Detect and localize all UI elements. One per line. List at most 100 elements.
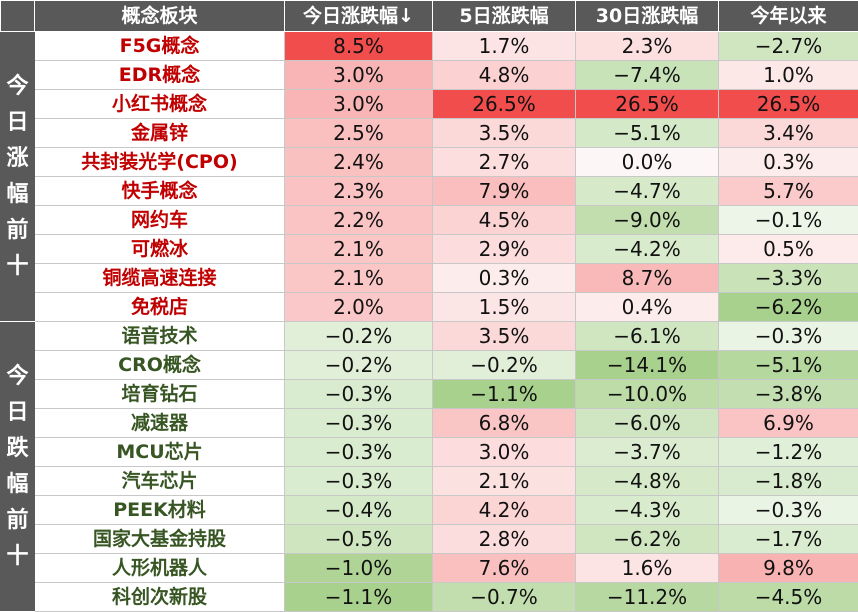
value-cell: 2.3% [285,177,433,206]
concept-name-cell: 铜缆高速连接 [35,264,285,293]
table-row[interactable]: 共封装光学(CPO)2.4%2.7%0.0%0.3% [1,148,858,177]
concept-name-cell: 汽车芯片 [35,467,285,496]
header-corner [1,1,35,32]
value-cell: −0.3% [285,380,433,409]
table-row[interactable]: 培育钻石−0.3%−1.1%−10.0%−3.8% [1,380,858,409]
table-row[interactable]: 国家大基金持股−0.5%2.8%−6.2%−1.7% [1,525,858,554]
value-cell: −0.7% [433,583,576,612]
value-cell: −10.0% [576,380,719,409]
value-cell: 2.5% [285,119,433,148]
concept-name-cell: 国家大基金持股 [35,525,285,554]
value-cell: −11.2% [576,583,719,612]
header-ytd-change[interactable]: 今年以来 [719,1,858,32]
value-cell: −0.5% [285,525,433,554]
value-cell: 4.8% [433,61,576,90]
concept-name-cell: 免税店 [35,293,285,322]
value-cell: −4.5% [719,583,858,612]
concept-name-cell: 可燃冰 [35,235,285,264]
value-cell: 0.3% [433,264,576,293]
table-row[interactable]: 汽车芯片−0.3%2.1%−4.8%−1.8% [1,467,858,496]
table-row[interactable]: 人形机器人−1.0%7.6%1.6%9.8% [1,554,858,583]
header-row: 概念板块 今日涨跌幅↓ 5日涨跌幅 30日涨跌幅 今年以来 [1,1,858,32]
group-label-top-losers: 今日跌幅前十 [1,322,35,612]
concept-name-cell: MCU芯片 [35,438,285,467]
table-row[interactable]: 减速器−0.3%6.8%−6.0%6.9% [1,409,858,438]
header-30day-change[interactable]: 30日涨跌幅 [576,1,719,32]
table-row[interactable]: 科创次新股−1.1%−0.7%−11.2%−4.5% [1,583,858,612]
value-cell: 2.7% [433,148,576,177]
value-cell: −0.1% [719,206,858,235]
value-cell: 4.5% [433,206,576,235]
value-cell: −3.3% [719,264,858,293]
value-cell: 2.1% [285,235,433,264]
value-cell: 26.5% [433,90,576,119]
value-cell: −4.3% [576,496,719,525]
value-cell: −1.1% [285,583,433,612]
value-cell: −3.8% [719,380,858,409]
value-cell: 3.5% [433,119,576,148]
concept-name-cell: 科创次新股 [35,583,285,612]
concept-name-cell: 语音技术 [35,322,285,351]
concept-name-cell: 人形机器人 [35,554,285,583]
value-cell: 26.5% [576,90,719,119]
concept-name-cell: 网约车 [35,206,285,235]
value-cell: −0.3% [285,409,433,438]
value-cell: 3.0% [433,438,576,467]
concept-name-cell: 小红书概念 [35,90,285,119]
value-cell: 1.5% [433,293,576,322]
value-cell: 1.7% [433,32,576,61]
concept-name-cell: 快手概念 [35,177,285,206]
header-5day-change[interactable]: 5日涨跌幅 [433,1,576,32]
value-cell: −5.1% [719,351,858,380]
value-cell: −4.8% [576,467,719,496]
value-cell: −4.7% [576,177,719,206]
table-row[interactable]: 今日跌幅前十语音技术−0.2%3.5%−6.1%−0.3% [1,322,858,351]
value-cell: −9.0% [576,206,719,235]
value-cell: 2.0% [285,293,433,322]
value-cell: 0.4% [576,293,719,322]
value-cell: 5.7% [719,177,858,206]
value-cell: −14.1% [576,351,719,380]
concept-name-cell: EDR概念 [35,61,285,90]
value-cell: 9.8% [719,554,858,583]
value-cell: 26.5% [719,90,858,119]
value-cell: 2.3% [576,32,719,61]
value-cell: 6.8% [433,409,576,438]
value-cell: −1.2% [719,438,858,467]
value-cell: 2.8% [433,525,576,554]
value-cell: 3.0% [285,90,433,119]
table-row[interactable]: MCU芯片−0.3%3.0%−3.7%−1.2% [1,438,858,467]
table-row[interactable]: PEEK材料−0.4%4.2%−4.3%−0.3% [1,496,858,525]
value-cell: −0.2% [285,322,433,351]
value-cell: 2.1% [285,264,433,293]
value-cell: 8.7% [576,264,719,293]
value-cell: −0.2% [433,351,576,380]
value-cell: 2.9% [433,235,576,264]
value-cell: 3.5% [433,322,576,351]
header-today-change[interactable]: 今日涨跌幅↓ [285,1,433,32]
value-cell: 2.4% [285,148,433,177]
value-cell: 7.9% [433,177,576,206]
group-label-top-gainers: 今日涨幅前十 [1,32,35,322]
value-cell: −6.1% [576,322,719,351]
value-cell: 6.9% [719,409,858,438]
value-cell: 0.3% [719,148,858,177]
value-cell: 4.2% [433,496,576,525]
group-label-text: 今日涨幅前十 [6,69,30,285]
table-row[interactable]: CRO概念−0.2%−0.2%−14.1%−5.1% [1,351,858,380]
concept-name-cell: F5G概念 [35,32,285,61]
value-cell: −1.1% [433,380,576,409]
value-cell: −1.0% [285,554,433,583]
value-cell: −0.3% [719,496,858,525]
